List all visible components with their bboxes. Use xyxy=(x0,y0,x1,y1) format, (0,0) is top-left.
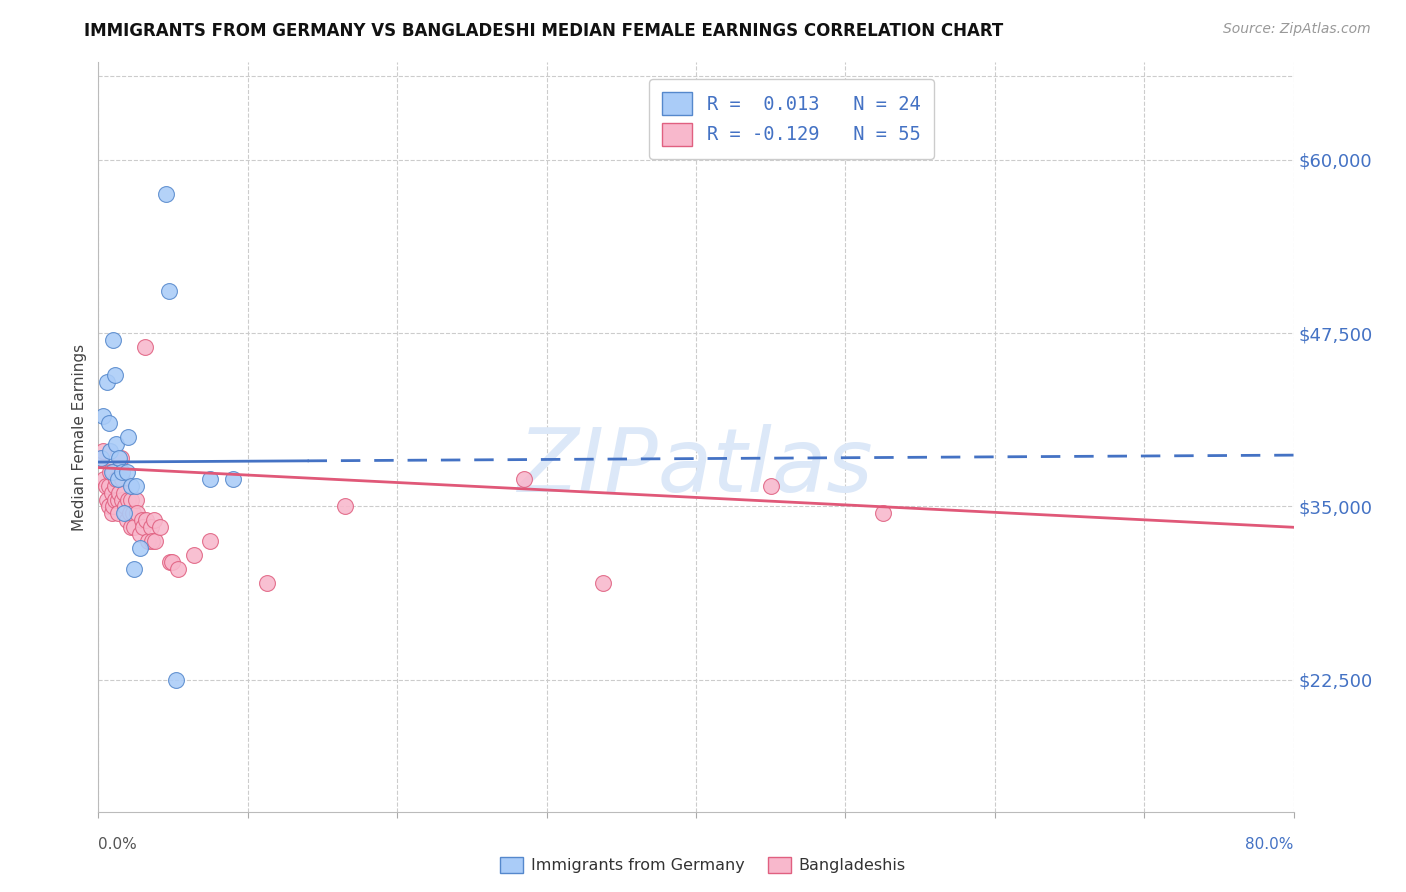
Text: IMMIGRANTS FROM GERMANY VS BANGLADESHI MEDIAN FEMALE EARNINGS CORRELATION CHART: IMMIGRANTS FROM GERMANY VS BANGLADESHI M… xyxy=(84,22,1004,40)
Point xyxy=(103,500,125,514)
Point xyxy=(120,492,142,507)
Point xyxy=(165,673,187,687)
Point xyxy=(103,333,125,347)
Point xyxy=(513,472,536,486)
Point xyxy=(108,450,131,465)
Point xyxy=(124,520,146,534)
Point xyxy=(118,507,141,521)
Point xyxy=(159,555,181,569)
Text: ZIPatlas: ZIPatlas xyxy=(519,424,873,510)
Point xyxy=(157,285,180,299)
Point xyxy=(111,472,134,486)
Point xyxy=(127,507,149,521)
Point xyxy=(125,492,148,507)
Point xyxy=(124,562,146,576)
Point xyxy=(129,541,152,555)
Point xyxy=(107,492,129,507)
Point xyxy=(91,409,114,424)
Point xyxy=(110,450,132,465)
Point xyxy=(93,472,115,486)
Point xyxy=(149,520,172,534)
Point xyxy=(104,478,127,492)
Point xyxy=(166,562,188,576)
Point xyxy=(160,555,183,569)
Point xyxy=(143,534,166,549)
Point xyxy=(142,513,165,527)
Point xyxy=(333,500,356,514)
Point xyxy=(115,513,138,527)
Text: 0.0%: 0.0% xyxy=(98,837,138,852)
Legend: Immigrants from Germany, Bangladeshis: Immigrants from Germany, Bangladeshis xyxy=(494,850,912,880)
Point xyxy=(105,472,128,486)
Point xyxy=(115,465,138,479)
Point xyxy=(592,575,614,590)
Point xyxy=(112,507,135,521)
Point xyxy=(256,575,278,590)
Point xyxy=(132,520,155,534)
Point xyxy=(105,437,128,451)
Point xyxy=(90,450,112,465)
Point xyxy=(98,465,122,479)
Point xyxy=(96,492,118,507)
Point xyxy=(120,478,142,492)
Point xyxy=(139,520,162,534)
Point xyxy=(101,465,124,479)
Point xyxy=(90,450,112,465)
Point xyxy=(104,492,127,507)
Point xyxy=(103,465,125,479)
Point xyxy=(111,465,134,479)
Point xyxy=(200,472,222,486)
Point xyxy=(872,507,894,521)
Point xyxy=(107,507,129,521)
Point xyxy=(135,513,157,527)
Point xyxy=(131,513,153,527)
Point xyxy=(98,444,122,458)
Point xyxy=(108,485,131,500)
Text: Source: ZipAtlas.com: Source: ZipAtlas.com xyxy=(1223,22,1371,37)
Point xyxy=(183,548,205,562)
Point xyxy=(134,340,156,354)
Point xyxy=(96,375,118,389)
Point xyxy=(114,500,136,514)
Point xyxy=(155,187,177,202)
Legend: R =  0.013   N = 24, R = -0.129   N = 55: R = 0.013 N = 24, R = -0.129 N = 55 xyxy=(650,79,934,159)
Point xyxy=(121,507,143,521)
Y-axis label: Median Female Earnings: Median Female Earnings xyxy=(72,343,87,531)
Text: 80.0%: 80.0% xyxy=(1246,837,1294,852)
Point xyxy=(136,534,159,549)
Point xyxy=(117,492,139,507)
Point xyxy=(125,478,148,492)
Point xyxy=(101,507,124,521)
Point xyxy=(97,416,120,430)
Point xyxy=(111,492,134,507)
Point xyxy=(114,507,136,521)
Point xyxy=(94,478,117,492)
Point xyxy=(120,520,142,534)
Point xyxy=(107,472,129,486)
Point xyxy=(141,534,163,549)
Point xyxy=(222,472,245,486)
Point xyxy=(97,500,120,514)
Point xyxy=(129,527,152,541)
Point xyxy=(97,478,120,492)
Point xyxy=(117,430,139,444)
Point xyxy=(104,368,127,382)
Point xyxy=(91,444,114,458)
Point xyxy=(200,534,222,549)
Point xyxy=(101,485,124,500)
Point xyxy=(759,478,782,492)
Point xyxy=(112,485,135,500)
